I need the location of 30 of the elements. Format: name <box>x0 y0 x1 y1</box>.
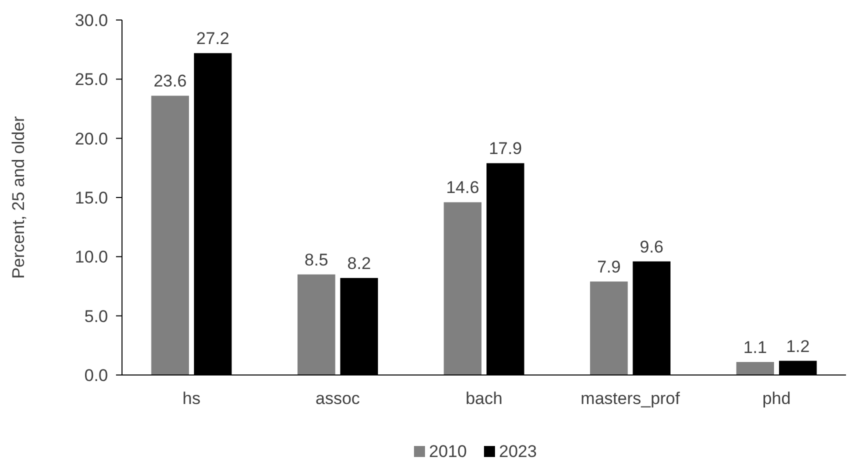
y-axis-title: Percent, 25 and older <box>9 116 28 279</box>
y-tick-label: 30.0 <box>74 10 108 30</box>
data-label: 27.2 <box>196 29 230 48</box>
data-label: 1.1 <box>743 338 767 357</box>
bar <box>590 282 628 375</box>
y-tick-label: 10.0 <box>74 248 108 267</box>
data-label: 14.6 <box>446 178 480 198</box>
y-tick-label: 25.0 <box>74 70 108 90</box>
y-tick-label: 20.0 <box>74 129 108 148</box>
x-tick-label: bach <box>466 389 502 408</box>
data-label: 23.6 <box>154 72 187 91</box>
data-label: 17.9 <box>488 139 522 158</box>
x-tick-label: hs <box>182 389 200 408</box>
bar <box>298 274 336 375</box>
legend-label: 2010 <box>429 442 467 461</box>
x-tick-label: phd <box>762 389 791 408</box>
x-tick-label: masters_prof <box>580 389 680 408</box>
data-label: 8.2 <box>347 254 371 273</box>
bar <box>736 362 774 375</box>
bar <box>151 96 189 375</box>
y-tick-label: 15.0 <box>74 188 108 208</box>
data-label: 1.2 <box>786 336 810 356</box>
data-label: 8.5 <box>304 250 328 270</box>
bar <box>444 202 482 375</box>
data-label: 7.9 <box>597 258 621 277</box>
x-tick-label: assoc <box>316 389 360 408</box>
data-label: 9.6 <box>640 237 664 256</box>
y-tick-label: 5.0 <box>84 306 108 326</box>
y-tick-label: 0.0 <box>84 366 108 385</box>
legend-label: 2023 <box>499 442 537 461</box>
